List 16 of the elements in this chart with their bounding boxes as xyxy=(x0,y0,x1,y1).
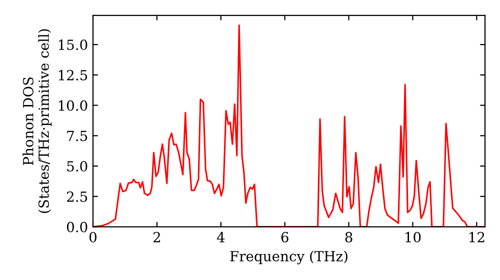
x-axis-title: Frequency (THz) xyxy=(230,250,348,264)
x-tick-label: 12 xyxy=(470,232,484,242)
y-tick-label: 15.0 xyxy=(58,40,88,50)
x-tick-label: 4 xyxy=(216,232,225,242)
x-tick-label: 2 xyxy=(153,232,160,242)
x-tick-label: 8 xyxy=(345,232,352,242)
x-tick-label: 10 xyxy=(406,232,421,242)
y-tick-label: 10.0 xyxy=(58,100,88,111)
y-tick-label: 0.0 xyxy=(66,222,88,232)
x-tick-label: 6 xyxy=(281,232,288,242)
x-tick-label: 0 xyxy=(89,232,96,242)
y-tick-label: 7.5 xyxy=(67,130,88,142)
y-tick-label: 12.5 xyxy=(58,70,88,80)
y-tick-label: 2.5 xyxy=(66,191,88,202)
y-axis-title: Phonon DOS (States/THz·primitive cell) xyxy=(22,29,52,213)
y-tick-label: 5.0 xyxy=(67,161,88,172)
